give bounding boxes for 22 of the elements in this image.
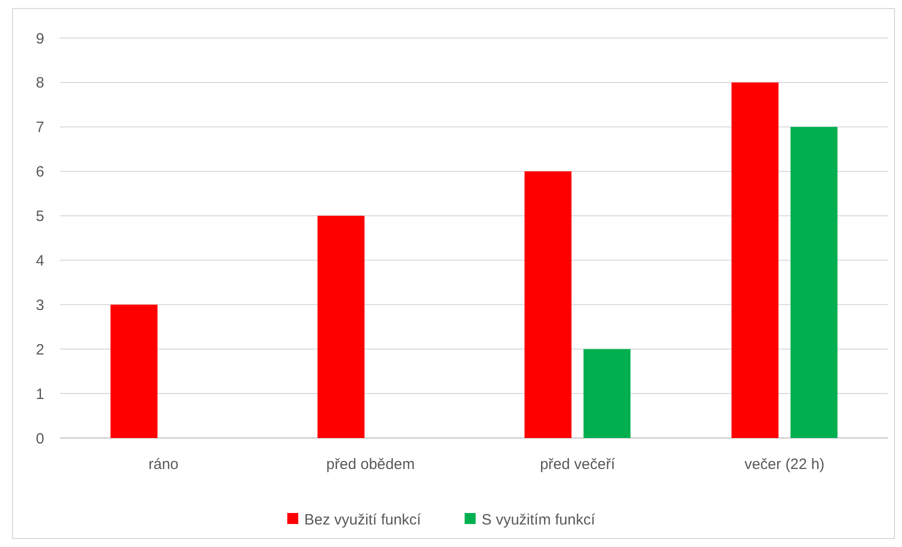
x-tick-label: večer (22 h) bbox=[744, 456, 825, 473]
y-tick-label: 2 bbox=[36, 341, 44, 358]
x-tick-label: před obědem bbox=[326, 456, 415, 473]
legend-label: Bez využití funkcí bbox=[304, 511, 422, 528]
y-tick-label: 9 bbox=[36, 30, 44, 48]
x-tick-label: ráno bbox=[148, 456, 179, 473]
bar bbox=[732, 82, 778, 438]
bar bbox=[524, 171, 572, 438]
bar bbox=[584, 349, 630, 438]
bar bbox=[110, 304, 158, 438]
y-tick-label: 1 bbox=[36, 386, 44, 403]
x-tick-label: před večeří bbox=[540, 456, 616, 473]
y-tick-label: 6 bbox=[36, 164, 44, 181]
bar bbox=[790, 126, 838, 438]
y-tick-label: 8 bbox=[36, 74, 44, 92]
y-tick-label: 3 bbox=[36, 296, 44, 314]
y-tick-label: 4 bbox=[36, 252, 44, 270]
y-tick-label: 0 bbox=[36, 430, 44, 448]
bar bbox=[318, 216, 364, 438]
y-tick-label: 7 bbox=[36, 119, 44, 136]
legend-label: S využitím funkcí bbox=[482, 511, 596, 528]
y-tick-label: 5 bbox=[36, 208, 44, 226]
